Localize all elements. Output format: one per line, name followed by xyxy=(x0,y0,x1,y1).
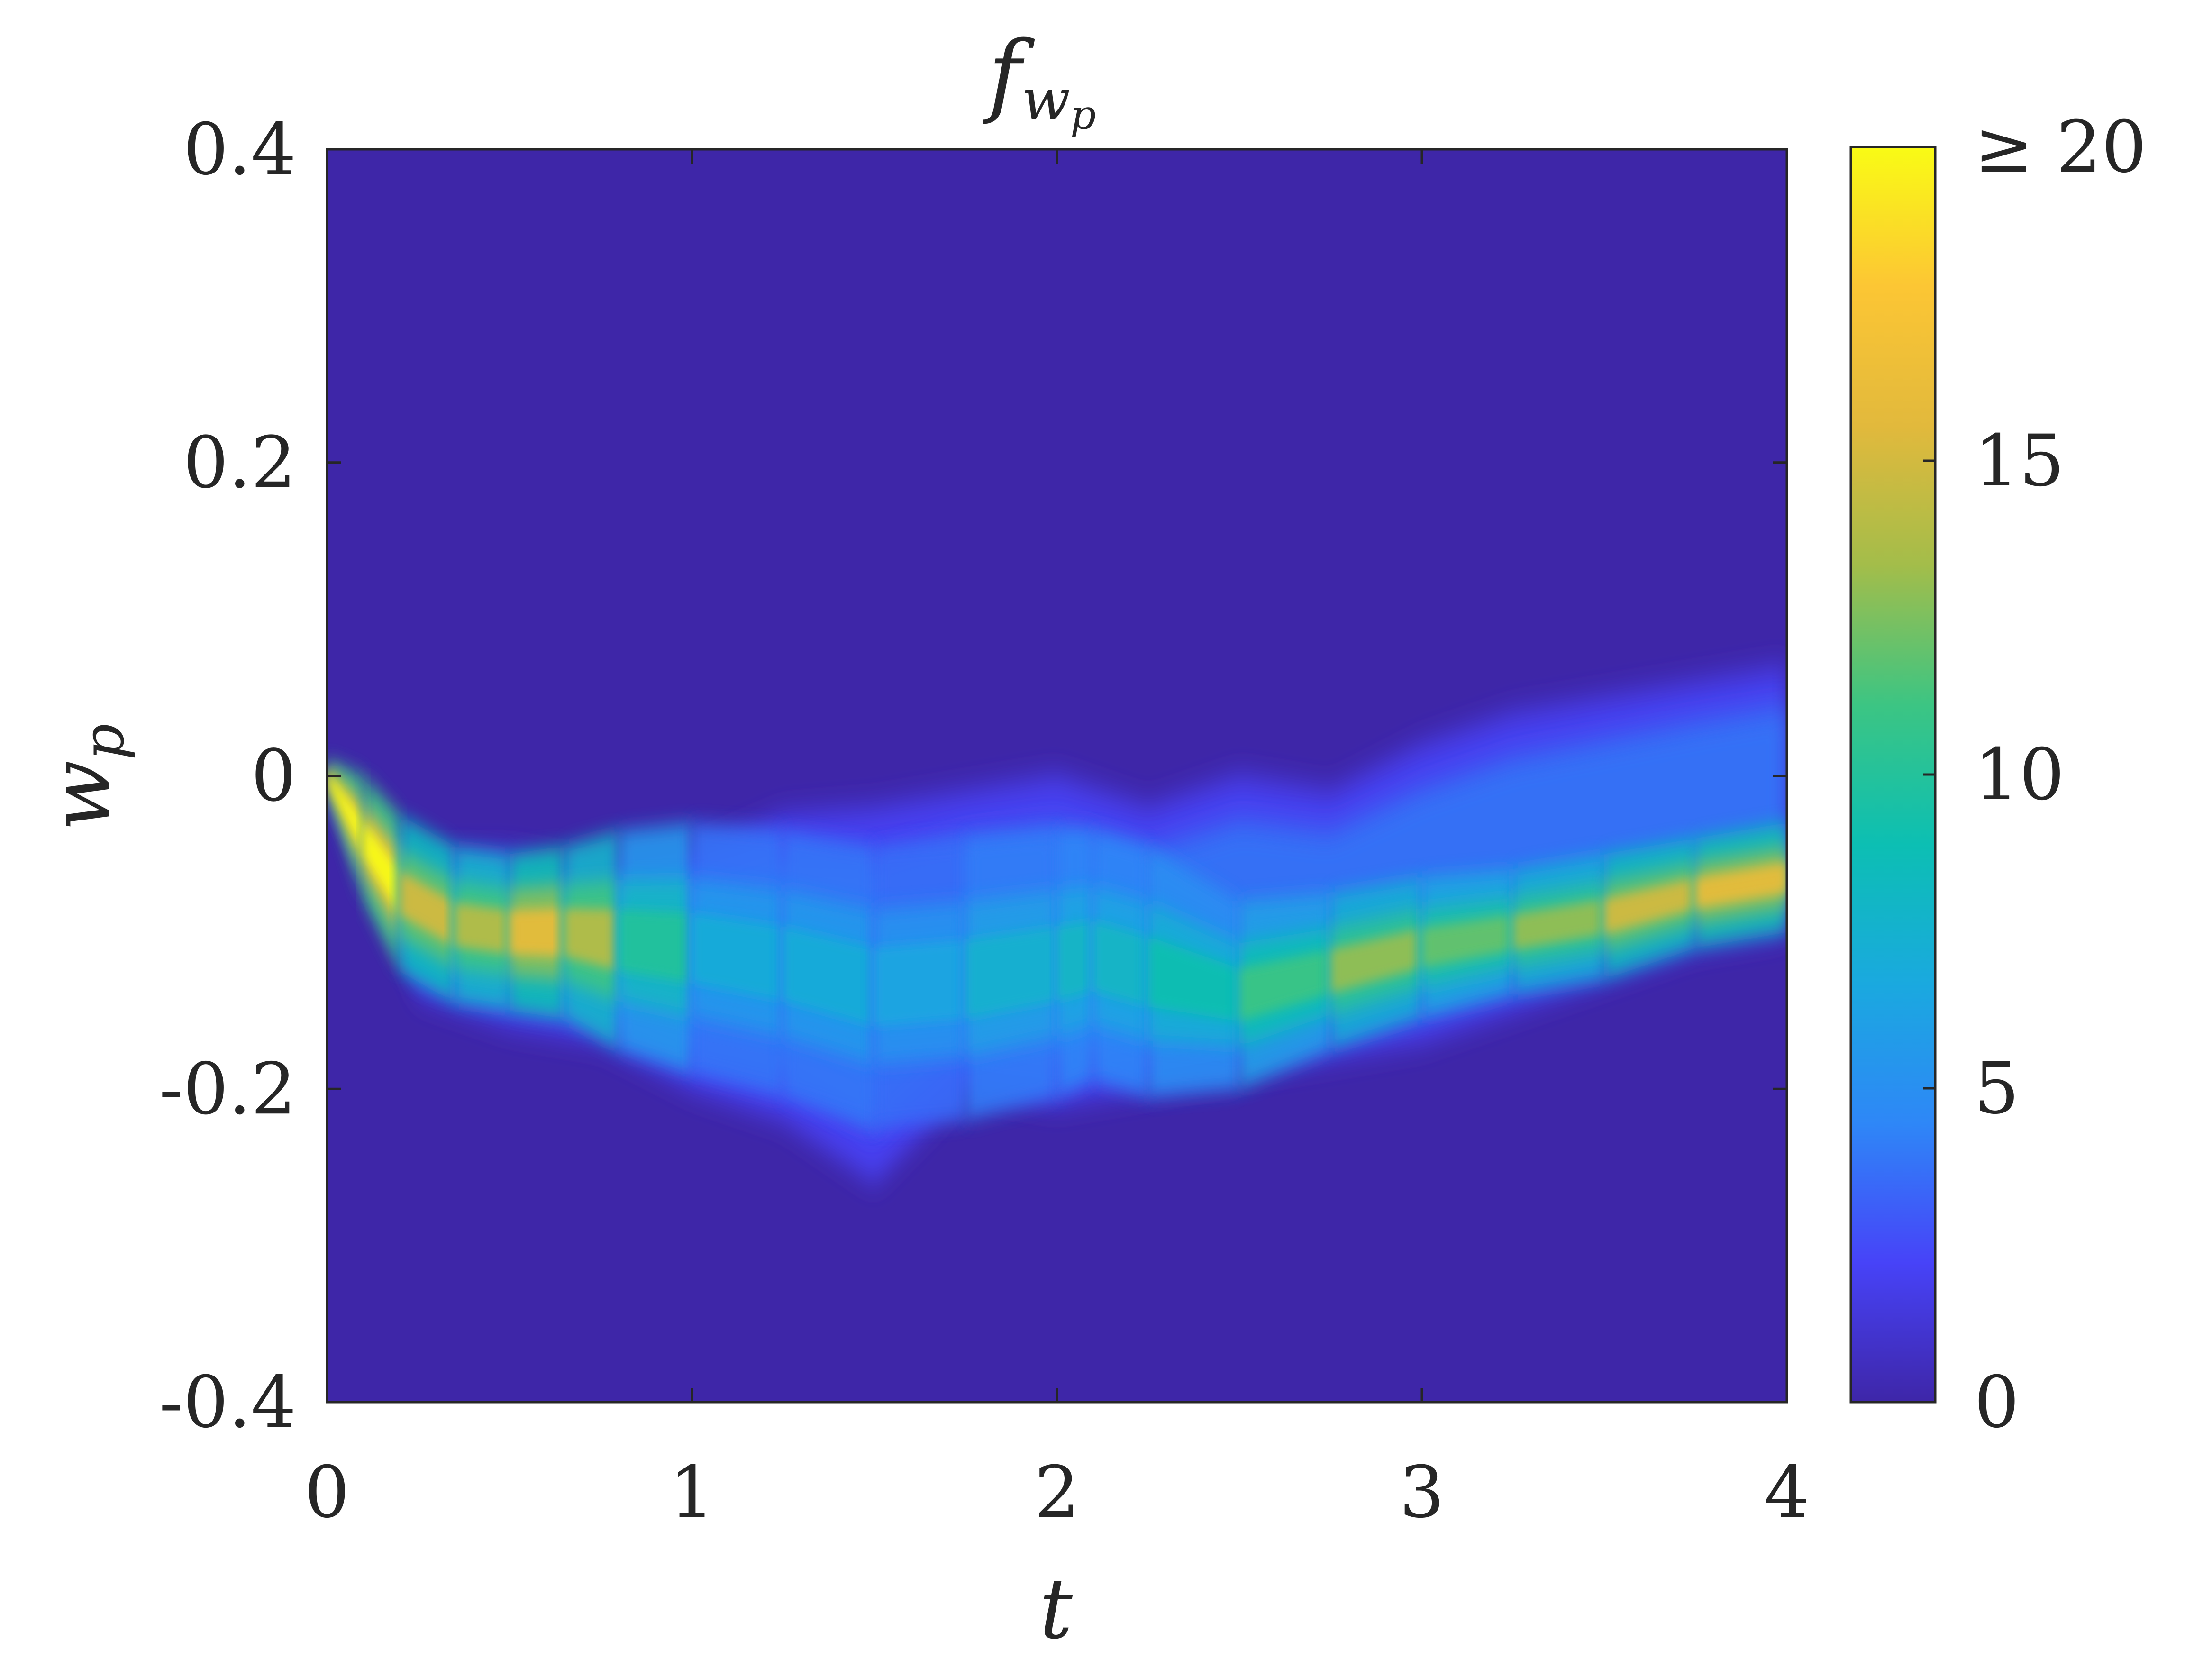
y-tick-label: -0.2 xyxy=(159,1048,296,1130)
colorbar-tick-label: ≥ 20 xyxy=(1974,106,2147,189)
density-ridge-segment xyxy=(1057,921,1093,1001)
y-tick-label: 0.4 xyxy=(183,109,296,191)
colorbar-ticks: 0 5 10 15 ≥ 20 xyxy=(1923,106,2147,1444)
density-ridge-segment xyxy=(1422,914,1513,968)
colorbar-tick-label: 15 xyxy=(1974,420,2065,502)
density-ridge-segment xyxy=(692,912,783,1001)
density-field xyxy=(327,666,1787,1183)
colorbar-tick-label: 0 xyxy=(1974,1361,2019,1444)
density-ridge-segment xyxy=(1513,899,1604,950)
density-ridge-segment xyxy=(1695,862,1787,909)
x-axis-ticks: 0 1 2 3 4 xyxy=(304,149,1810,1534)
y-axis-ticks: -0.4 -0.2 0 0.2 0.4 xyxy=(159,109,1787,1444)
density-ridge-segment xyxy=(1604,877,1696,934)
density-ridge-segment xyxy=(1093,921,1148,1007)
chart-title: fwp xyxy=(983,22,1096,139)
x-tick-label: 3 xyxy=(1399,1451,1444,1534)
colorbar-tick-label: 10 xyxy=(1974,734,2065,816)
density-ridge-segment xyxy=(1239,949,1331,1021)
colorbar-tick-label: 5 xyxy=(1974,1048,2019,1130)
colorbar: 0 5 10 15 ≥ 20 xyxy=(1849,106,2147,1444)
density-ridge-segment xyxy=(364,820,400,915)
density-ridge-segment xyxy=(455,902,510,955)
density-ridge-segment xyxy=(1330,928,1422,994)
y-tick-label: 0 xyxy=(251,735,296,818)
y-tick-label: -0.4 xyxy=(159,1361,296,1444)
y-tick-label: 0.2 xyxy=(183,422,296,504)
density-ridge-segment xyxy=(783,926,874,1027)
density-ridge-segment xyxy=(619,909,692,983)
x-tick-label: 0 xyxy=(304,1451,349,1534)
density-ridge-segment xyxy=(564,908,619,971)
y-axis-label: wp xyxy=(33,724,137,831)
x-tick-label: 4 xyxy=(1764,1451,1809,1534)
density-ridge-segment xyxy=(400,871,455,947)
density-ridge-segment xyxy=(327,771,364,856)
x-tick-label: 2 xyxy=(1034,1451,1079,1534)
x-tick-label: 1 xyxy=(669,1451,714,1534)
plot-area: 0 1 2 3 4 -0.4 -0.2 0 0.2 0.4 xyxy=(159,109,1810,1534)
x-axis-label: t xyxy=(1039,1561,1073,1658)
density-ridge-segment xyxy=(1148,936,1239,1021)
density-ridge-segment xyxy=(510,908,564,957)
density-ridge-segment xyxy=(874,939,966,1027)
colorbar-gradient xyxy=(1849,146,1937,1404)
density-ridge-segment xyxy=(965,926,1057,1019)
